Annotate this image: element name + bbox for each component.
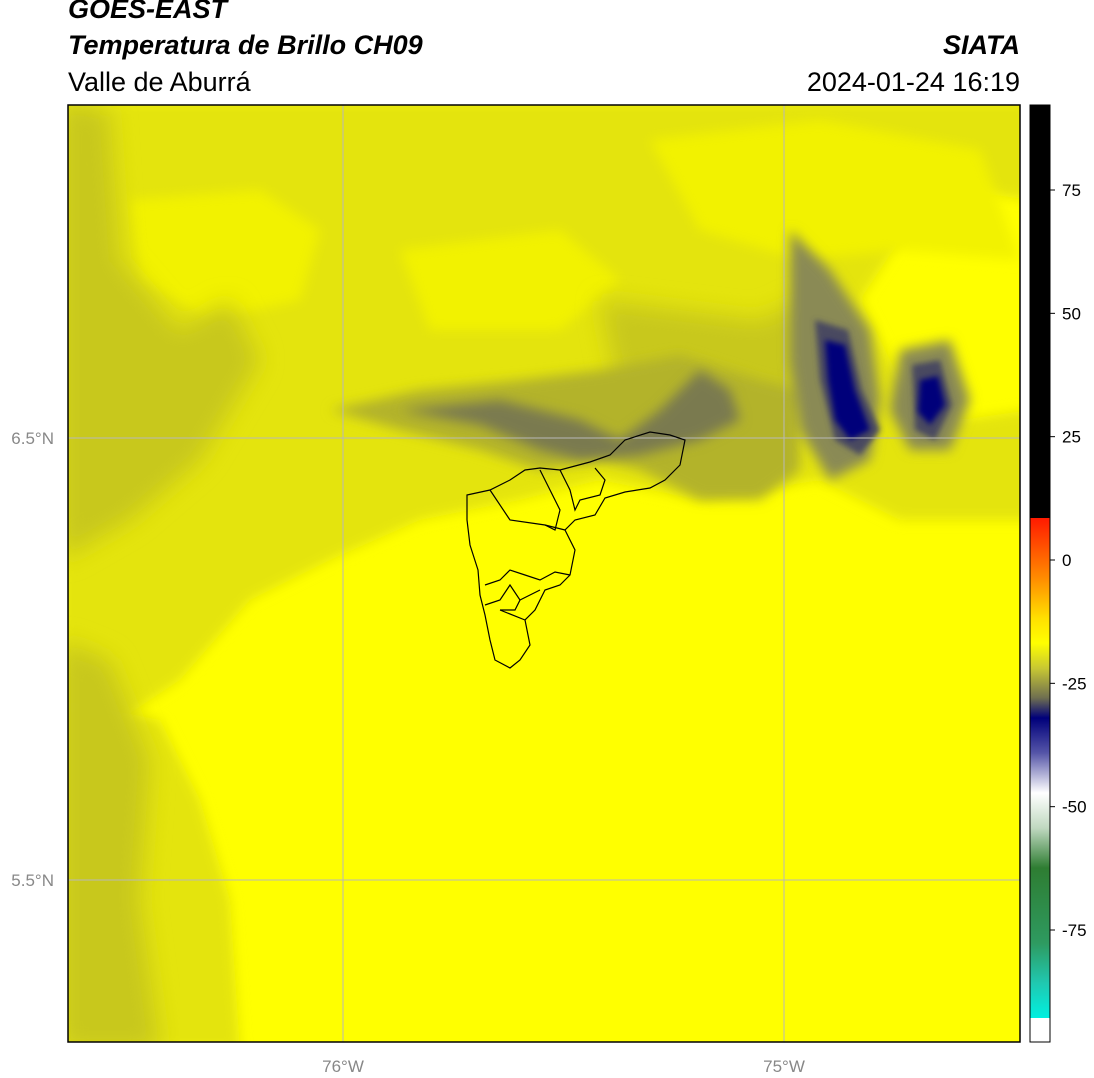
- colorbar-gradient: [1030, 518, 1050, 1018]
- colorbar: 75 50 25 0 -25 -50 -75: [1029, 104, 1087, 1043]
- aburra-valley-boundaries: [466, 431, 686, 669]
- datetime-label: 2024-01-24 16:19: [806, 67, 1020, 97]
- colorbar-tick-label: 75: [1062, 181, 1081, 200]
- colorbar-tick-label: -25: [1062, 674, 1087, 693]
- satellite-title: GOES-EAST: [68, 0, 228, 24]
- colorbar-black-segment: [1030, 105, 1050, 518]
- colorbar-white-segment: [1030, 1018, 1050, 1042]
- gridlines: [68, 105, 1020, 1042]
- lat-tick-label: 5.5°N: [11, 871, 54, 890]
- colorbar-tick-label: -75: [1062, 921, 1087, 940]
- lon-tick-label: 76°W: [322, 1057, 364, 1076]
- lat-tick-label: 6.5°N: [11, 429, 54, 448]
- product-title: Temperatura de Brillo CH09: [68, 30, 423, 60]
- colorbar-tick-label: 0: [1062, 551, 1071, 570]
- brightness-temperature-field: [68, 105, 1020, 1042]
- colorbar-tick-label: 50: [1062, 304, 1081, 323]
- lon-tick-label: 75°W: [763, 1057, 805, 1076]
- colorbar-tick-label: 25: [1062, 428, 1081, 447]
- colorbar-frame: [1029, 104, 1051, 1043]
- colorbar-tick-label: -50: [1062, 798, 1087, 817]
- agency-label: SIATA: [943, 30, 1020, 60]
- region-subtitle: Valle de Aburrá: [68, 67, 251, 97]
- map-frame: [67, 104, 1021, 1043]
